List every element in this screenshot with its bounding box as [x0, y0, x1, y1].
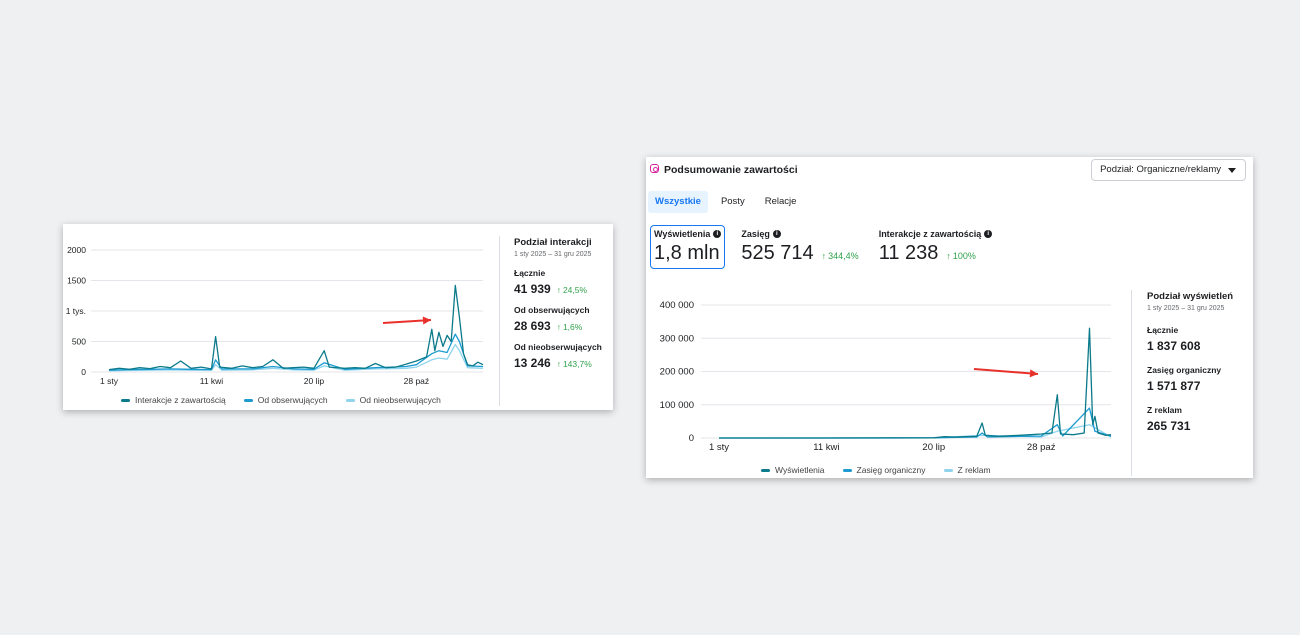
metric-followers: Od obserwujących 28 693 ↑ 1,6%	[514, 305, 590, 333]
interactions-breakdown: Podział interakcji 1 sty 2025 – 31 gru 2…	[514, 237, 602, 370]
x-tick-label: 1 sty	[100, 376, 119, 386]
info-icon[interactable]: i	[984, 230, 993, 238]
change-up: ↑ 24,5%	[556, 285, 588, 295]
card-title: Podsumowanie zawartości	[664, 164, 798, 176]
interactions-chart: 2000 1500 1 tys. 500 0 1 sty 11 kwi 20 lip 28 pa…	[63, 224, 493, 389]
instagram-icon	[650, 164, 659, 173]
card-header: Podsumowanie zawartości Podział: Organic…	[646, 157, 1253, 185]
breakdown-dates: 1 sty 2025 – 31 gru 2025	[514, 251, 592, 258]
change-up: ↑ 143,7%	[556, 359, 592, 369]
x-tick-label: 28 paź	[404, 376, 430, 386]
views-breakdown: Podział wyświetleń 1 sty 2025 – 31 gru 2…	[1147, 291, 1233, 433]
breakdown-dropdown[interactable]: Podział: Organiczne/reklamy	[1091, 159, 1246, 181]
interactions-chart-svg: 2000 1500 1 tys. 500 0 1 sty 11 kwi 20 lip 28 pa…	[66, 245, 484, 386]
legend-item-views[interactable]: Wyświetlenia	[761, 465, 825, 475]
legend-swatch	[943, 468, 953, 472]
y-tick-label: 200 000	[660, 367, 694, 378]
y-tick-label: 100 000	[660, 400, 694, 411]
x-tick-label: 11 kwi	[813, 442, 839, 453]
divider	[1131, 290, 1132, 476]
metric-total: Łącznie 41 939 ↑ 24,5%	[514, 268, 588, 296]
arrow-up-icon: ↑	[946, 251, 951, 261]
legend-swatch	[345, 398, 355, 402]
metric-non-followers: Od nieobserwujących 13 246 ↑ 143,7%	[514, 342, 602, 370]
views-chart-svg: 400 000 300 000 200 000 100 000 0 1 sty 11 kwi…	[660, 300, 1112, 453]
arrow-up-icon: ↑	[556, 285, 561, 295]
tab-all[interactable]: Wszystkie	[648, 191, 708, 213]
x-tick-label: 1 sty	[709, 442, 729, 453]
y-tick-label: 400 000	[660, 300, 694, 311]
x-tick-label: 20 lip	[922, 442, 945, 453]
legend-swatch	[842, 468, 852, 472]
tab-stories[interactable]: Relacje	[764, 196, 797, 207]
x-tick-label: 28 paź	[1027, 442, 1056, 453]
y-tick-label: 1500	[67, 276, 86, 286]
series-line	[108, 333, 484, 371]
annotation-arrow-shaft	[382, 319, 432, 324]
divider	[499, 236, 500, 406]
y-tick-label: 2000	[67, 245, 86, 255]
metric-organic: Zasięg organiczny 1 571 877	[1147, 365, 1222, 393]
arrow-up-icon: ↑	[556, 322, 561, 332]
legend-swatch	[243, 398, 253, 402]
info-icon[interactable]: i	[713, 230, 722, 238]
legend-item-organic-reach[interactable]: Zasięg organiczny	[842, 465, 926, 475]
interactions-card: 2000 1500 1 tys. 500 0 1 sty 11 kwi 20 lip 28 pa…	[63, 224, 613, 410]
caret-down-icon	[1228, 168, 1236, 173]
metric-ads: Z reklam 265 731	[1147, 405, 1191, 433]
change-up: ↑ 100%	[946, 251, 976, 261]
metric-total: Łącznie 1 837 608	[1147, 325, 1201, 353]
series-line	[108, 343, 484, 372]
content-summary-card: Podsumowanie zawartości Podział: Organic…	[646, 157, 1253, 478]
tab-posts[interactable]: Posty	[720, 196, 745, 207]
views-chart: 400 000 300 000 200 000 100 000 0 1 sty 11 kwi…	[646, 295, 1121, 455]
y-tick-label: 300 000	[660, 333, 694, 344]
views-legend: Wyświetlenia Zasięg organiczny Z reklam	[761, 465, 1009, 475]
y-tick-label: 500	[72, 337, 86, 347]
y-tick-label: 0	[689, 433, 694, 444]
arrow-up-icon: ↑	[821, 251, 827, 261]
breakdown-dates: 1 sty 2025 – 31 gru 2025	[1147, 305, 1225, 312]
change-up: ↑ 1,6%	[556, 322, 583, 332]
legend-item-interactions[interactable]: Interakcje z zawartością	[121, 395, 226, 405]
kpi-row: Wyświetlenia i 1,8 mln Zasięg i 525 714 ↑ 34…	[650, 225, 1008, 269]
legend-swatch	[761, 468, 770, 472]
legend-item-followers[interactable]: Od obserwujących	[243, 395, 328, 405]
arrow-up-icon: ↑	[556, 359, 561, 369]
annotation-arrow-head	[1029, 369, 1038, 378]
kpi-views[interactable]: Wyświetlenia i 1,8 mln	[650, 225, 726, 269]
change-up: ↑ 344,4%	[821, 251, 859, 261]
series-line	[719, 327, 1112, 439]
legend-item-non-followers[interactable]: Od nieobserwujących	[345, 395, 441, 405]
interactions-legend: Interakcje z zawartością Od obserwującyc…	[121, 395, 459, 405]
series-line	[108, 284, 484, 371]
y-tick-label: 1 tys.	[66, 306, 86, 316]
y-tick-label: 0	[81, 367, 86, 377]
kpi-reach[interactable]: Zasięg i 525 714 ↑ 344,4%	[741, 229, 859, 264]
legend-item-ads[interactable]: Z reklam	[943, 465, 991, 475]
legend-swatch	[121, 398, 130, 402]
breakdown-title: Podział wyświetleń	[1147, 291, 1234, 302]
x-tick-label: 20 lip	[304, 376, 325, 386]
content-tabs: Wszystkie Posty Relacje	[648, 191, 809, 213]
kpi-interactions[interactable]: Interakcje z zawartością i 11 238 ↑ 100%	[875, 225, 997, 269]
annotation-arrow-shaft	[973, 368, 1039, 375]
x-tick-label: 11 kwi	[200, 376, 224, 386]
info-icon[interactable]: i	[772, 230, 781, 238]
breakdown-title: Podział interakcji	[514, 237, 592, 248]
annotation-arrow-head	[422, 316, 431, 325]
